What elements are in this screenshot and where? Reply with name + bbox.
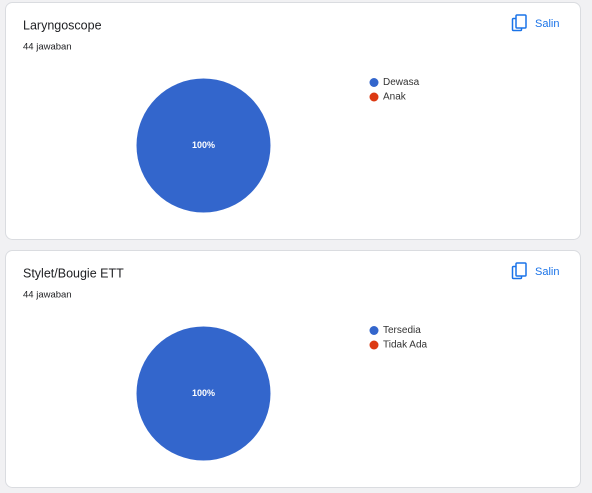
legend-label: Tidak Ada	[383, 340, 428, 351]
slice-label: 100%	[192, 388, 215, 398]
copy-button[interactable]: Salin	[511, 262, 560, 280]
card-title: Stylet/Bougie ETT	[23, 266, 124, 280]
legend-swatch	[369, 92, 379, 102]
slice-label: 100%	[192, 140, 215, 150]
pie-slice	[136, 326, 271, 461]
card-title: Laryngoscope	[23, 18, 102, 32]
copy-button[interactable]: Salin	[511, 14, 560, 32]
card: Stylet/Bougie ETT 44 jawaban Salin	[5, 250, 581, 488]
legend-label: Tersedia	[383, 325, 421, 336]
legend-label: Anak	[383, 92, 407, 103]
legend-swatch	[369, 78, 379, 87]
copy-label: Salin	[535, 18, 559, 30]
legend-swatch	[369, 340, 379, 350]
card-bg	[5, 250, 581, 488]
legend-swatch	[369, 326, 379, 335]
response-count: 44 jawaban	[23, 290, 72, 301]
pie-slice	[136, 78, 271, 213]
copy-icon-front	[515, 14, 527, 29]
copy-label: Salin	[535, 266, 559, 278]
copy-icon-front	[515, 262, 527, 277]
card-bg	[5, 2, 581, 240]
card: Laryngoscope 44 jawaban Salin	[5, 2, 581, 240]
legend-label: Dewasa	[383, 77, 420, 88]
response-count: 44 jawaban	[23, 42, 72, 53]
